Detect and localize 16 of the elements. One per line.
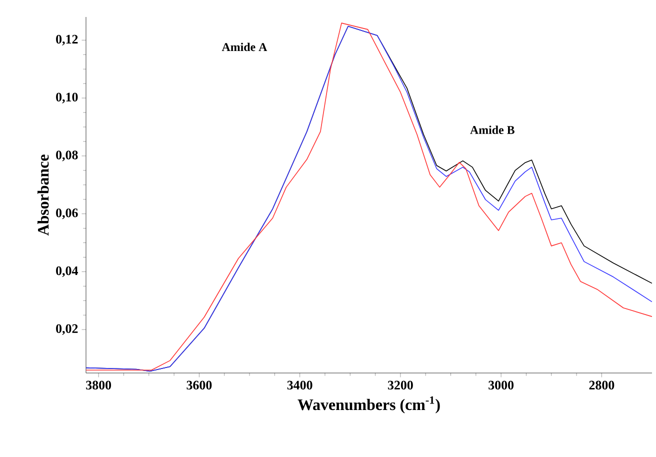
x-tick-label: 3400 [287, 380, 312, 390]
y-tick-label: 0,08 [56, 150, 78, 162]
x-tick-label: 3000 [488, 380, 514, 390]
annotation: Amide B [470, 126, 514, 134]
annotation: Amide A [222, 42, 268, 52]
y-tick-label: 0,02 [56, 324, 78, 335]
x-tick-label: 3200 [388, 380, 413, 390]
y-tick-label: 0,12 [56, 34, 78, 46]
x-tick-label: 3800 [86, 380, 112, 390]
y-tick-label: 0,06 [56, 208, 78, 220]
y-tick-label: 0,04 [56, 266, 78, 277]
x-tick-label: 2800 [589, 380, 614, 390]
x-axis-title: Wavenumbers (cm$^{-1}$) [298, 396, 440, 414]
y-axis-title: Absorbance [38, 154, 49, 236]
x-tick-label: 3600 [186, 380, 212, 390]
y-tick-label: 0,10 [56, 92, 78, 104]
